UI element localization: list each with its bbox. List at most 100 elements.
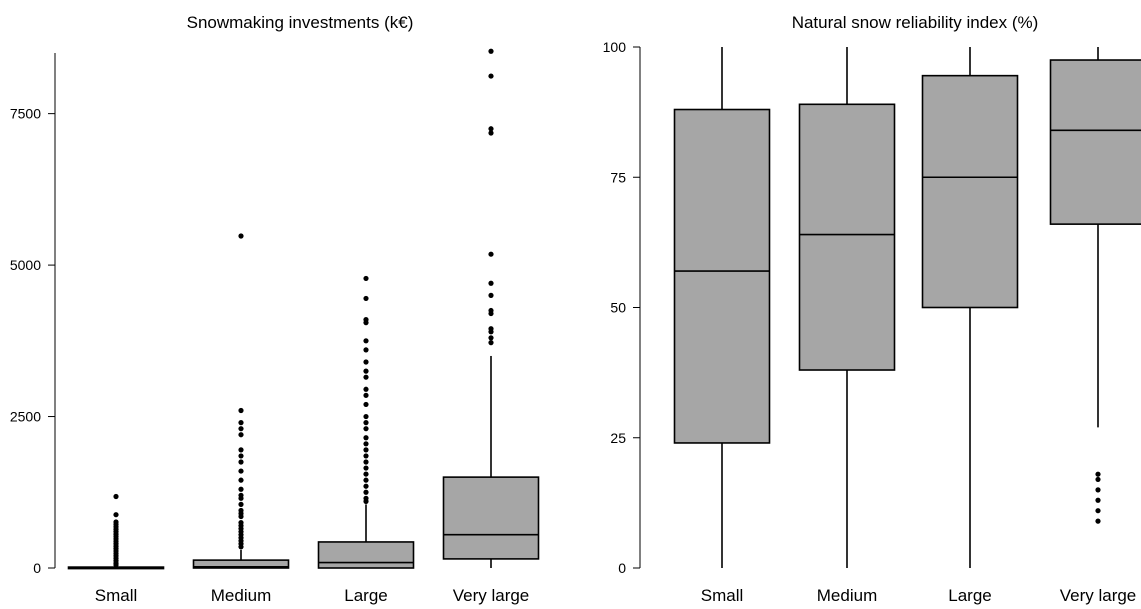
outlier-point: [363, 441, 369, 447]
outlier-point: [363, 459, 369, 465]
y-tick-label: 7500: [10, 106, 41, 122]
chart-title: Natural snow reliability index (%): [792, 13, 1039, 32]
outlier-point: [363, 453, 369, 459]
outlier-point: [238, 513, 244, 520]
outlier-point: [488, 340, 494, 346]
outlier-point: [488, 310, 494, 317]
outlier-point: [363, 465, 369, 471]
iqr-box: [921, 74, 1019, 309]
outlier-point: [238, 453, 244, 459]
x-axis-labels: Small Medium Large Very large: [701, 586, 1137, 605]
outlier-point: [113, 493, 119, 500]
x-tick-label: Very large: [453, 586, 530, 605]
box-small: [67, 493, 165, 570]
outlier-point: [1095, 497, 1101, 503]
outlier-point: [363, 368, 369, 374]
outlier-point: [238, 420, 244, 426]
outlier-point: [1095, 518, 1101, 524]
outlier-point: [363, 435, 369, 441]
outlier-point: [1095, 487, 1101, 493]
outlier-point: [363, 426, 369, 432]
outlier-point: [363, 498, 369, 504]
y-tick-label: 0: [33, 560, 41, 576]
outlier-point: [238, 459, 244, 465]
outlier-point: [363, 477, 369, 483]
outlier-point: [488, 292, 494, 298]
x-tick-label: Small: [701, 586, 744, 605]
x-tick-label: Medium: [211, 586, 271, 605]
outlier-point: [488, 329, 494, 335]
outlier-point: [363, 320, 369, 326]
box-small: [673, 47, 771, 568]
iqr-box: [192, 559, 290, 569]
x-axis-labels: Small Medium Large Very large: [95, 586, 530, 605]
outlier-point: [113, 562, 119, 568]
chart-title: Snowmaking investments (k€): [187, 13, 414, 32]
outlier-point: [238, 468, 244, 474]
outlier-point: [488, 251, 494, 257]
iqr-box: [798, 103, 896, 371]
outlier-point: [488, 73, 494, 79]
y-tick-label: 5000: [10, 257, 41, 273]
outlier-point: [363, 392, 369, 398]
iqr-box: [442, 476, 540, 560]
box-very-large: [1049, 47, 1141, 524]
boxes: [67, 48, 540, 570]
outlier-point: [238, 426, 244, 432]
y-tick-label: 0: [618, 560, 626, 576]
iqr-box: [1049, 59, 1141, 225]
iqr-box: [673, 108, 771, 444]
outlier-point: [363, 374, 369, 380]
box-medium: [798, 47, 896, 568]
snowmaking-investments-panel: Snowmaking investments (k€) 0 2500 5000 750…: [10, 13, 540, 605]
x-tick-label: Small: [95, 586, 138, 605]
outlier-point: [363, 471, 369, 477]
y-axis: 0 2500 5000 7500: [10, 53, 56, 576]
outlier-point: [1095, 476, 1101, 483]
y-tick-label: 2500: [10, 409, 41, 425]
outlier-point: [238, 544, 244, 550]
outlier-point: [363, 489, 369, 495]
y-axis: 0 25 50 75 100: [603, 39, 641, 576]
y-tick-label: 100: [603, 39, 627, 55]
outlier-point: [1095, 508, 1101, 514]
outlier-point: [238, 233, 244, 239]
outlier-point: [363, 338, 369, 344]
outlier-point: [238, 447, 244, 453]
outlier-point: [238, 407, 244, 414]
outlier-point: [363, 447, 369, 453]
x-tick-label: Very large: [1060, 586, 1137, 605]
outlier-point: [488, 126, 494, 132]
y-tick-label: 50: [610, 300, 626, 316]
outlier-point: [363, 295, 369, 302]
outlier-point: [363, 401, 369, 408]
outlier-point: [363, 386, 369, 392]
outlier-point: [363, 359, 369, 365]
box-large: [317, 275, 415, 569]
boxes: [673, 47, 1141, 568]
outlier-point: [488, 130, 494, 136]
outlier-point: [488, 280, 494, 286]
x-tick-label: Medium: [817, 586, 877, 605]
y-tick-label: 75: [610, 169, 626, 185]
outlier-point: [238, 477, 244, 483]
outlier-point: [488, 48, 494, 54]
x-tick-label: Large: [344, 586, 387, 605]
outlier-point: [238, 501, 244, 507]
box-very-large: [442, 48, 540, 568]
outlier-point: [1095, 471, 1101, 477]
box-large: [921, 47, 1019, 568]
outlier-point: [363, 275, 369, 282]
outlier-point: [238, 495, 244, 501]
outlier-point: [238, 432, 244, 438]
outlier-point: [363, 413, 369, 420]
outlier-point: [238, 486, 244, 492]
snow-reliability-panel: Natural snow reliability index (%) 0 25 50…: [603, 13, 1141, 605]
x-tick-label: Large: [948, 586, 991, 605]
y-tick-label: 25: [610, 430, 626, 446]
outlier-point: [488, 335, 494, 341]
box-medium: [192, 233, 290, 569]
outlier-point: [363, 483, 369, 489]
outlier-point: [113, 512, 119, 518]
